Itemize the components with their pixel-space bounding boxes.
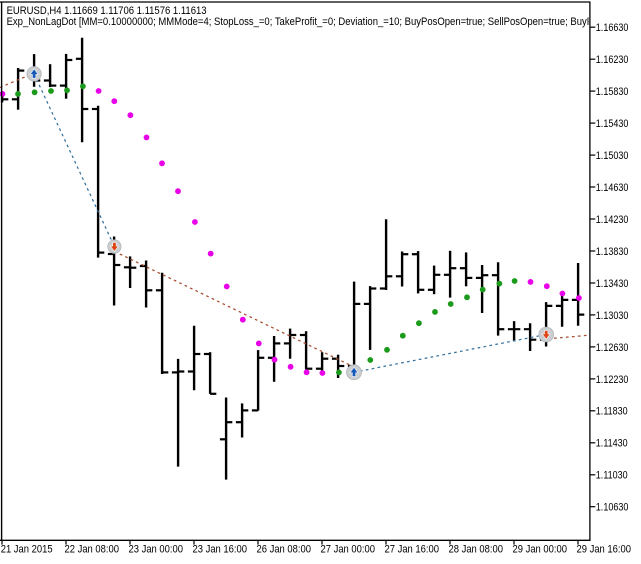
- svg-text:27 Jan 16:00: 27 Jan 16:00: [385, 544, 440, 556]
- svg-text:1.16230: 1.16230: [596, 54, 629, 66]
- svg-text:1.16630: 1.16630: [596, 22, 629, 34]
- svg-text:1.13030: 1.13030: [596, 310, 629, 322]
- svg-text:23 Jan 16:00: 23 Jan 16:00: [193, 544, 248, 556]
- svg-text:21 Jan 2015: 21 Jan 2015: [1, 544, 53, 556]
- svg-text:Exp_NonLagDot [MM=0.10000000;: Exp_NonLagDot [MM=0.10000000; MMMode=4; …: [7, 16, 641, 28]
- svg-text:1.15030: 1.15030: [596, 150, 629, 162]
- svg-text:29 Jan 00:00: 29 Jan 00:00: [513, 544, 568, 556]
- svg-text:1.12230: 1.12230: [596, 374, 629, 386]
- svg-text:EURUSD,H4 1.11669 1.11706 1.1: EURUSD,H4 1.11669 1.11706 1.11576 1.1161…: [7, 5, 207, 17]
- svg-text:1.14230: 1.14230: [596, 214, 629, 226]
- svg-text:27 Jan 00:00: 27 Jan 00:00: [321, 544, 376, 556]
- svg-text:28 Jan 08:00: 28 Jan 08:00: [449, 544, 504, 556]
- svg-text:29 Jan 16:00: 29 Jan 16:00: [577, 544, 632, 556]
- svg-text:1.11430: 1.11430: [596, 438, 628, 450]
- svg-text:1.14630: 1.14630: [596, 182, 629, 194]
- svg-text:1.12630: 1.12630: [596, 342, 629, 354]
- svg-text:26 Jan 08:00: 26 Jan 08:00: [257, 544, 312, 556]
- svg-text:1.13830: 1.13830: [596, 246, 629, 258]
- svg-text:1.10630: 1.10630: [596, 502, 629, 514]
- svg-text:23 Jan 00:00: 23 Jan 00:00: [129, 544, 184, 556]
- svg-text:1.13430: 1.13430: [596, 278, 629, 290]
- svg-text:22 Jan 08:00: 22 Jan 08:00: [65, 544, 120, 556]
- svg-text:1.15830: 1.15830: [596, 86, 629, 98]
- svg-text:1.11030: 1.11030: [596, 470, 628, 482]
- svg-text:1.15430: 1.15430: [596, 118, 629, 130]
- svg-text:1.11830: 1.11830: [596, 406, 628, 418]
